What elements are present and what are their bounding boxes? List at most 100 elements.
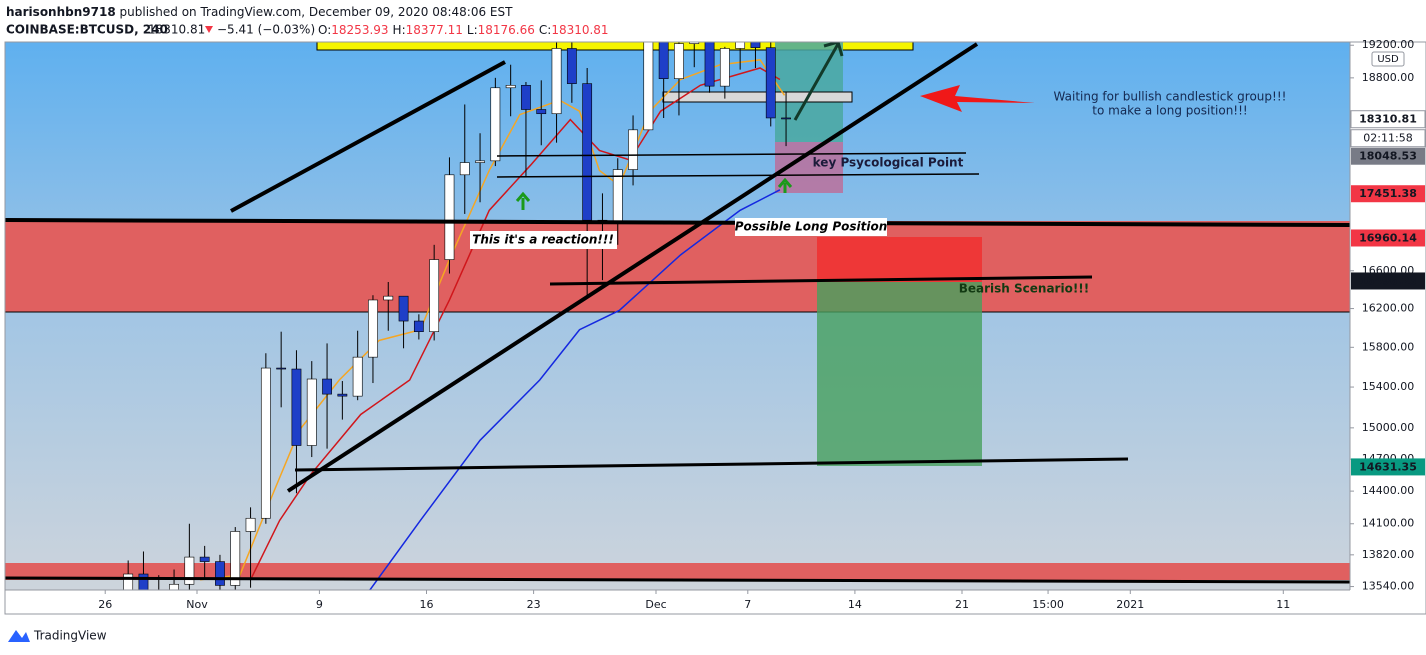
zone [5, 221, 1350, 312]
candle-body [291, 368, 302, 446]
x-tick-label: Nov [186, 598, 208, 611]
x-tick-label: 14 [848, 598, 862, 611]
candle-body [184, 556, 195, 585]
zone [5, 563, 1350, 580]
candle-body [735, 42, 746, 49]
candle-body [398, 295, 409, 322]
trend-line [549, 275, 1093, 286]
candle-body [704, 42, 715, 87]
published: published on TradingView.com, December 0… [120, 5, 514, 19]
candle-body [260, 367, 271, 519]
x-tick-label: 11 [1276, 598, 1290, 611]
trend-line [294, 457, 1129, 472]
target-box [817, 282, 982, 466]
candle-body [123, 573, 134, 590]
ohlc-value: 18253.93 [331, 23, 388, 37]
candle-body [689, 42, 700, 44]
header: harisonhbn9718 published on TradingView.… [6, 5, 513, 19]
price-label: 16960.14 [1359, 231, 1417, 244]
price-label-box [1351, 185, 1425, 203]
candle-body [444, 174, 455, 260]
y-tick-label: 15400.00 [1362, 380, 1415, 393]
arrow [793, 42, 844, 121]
candle-body [566, 48, 577, 84]
x-tick-label: 9 [316, 598, 323, 611]
moving-average [249, 67, 781, 581]
y-tick-label: 16200.00 [1362, 302, 1415, 315]
countdown: 02:11:58 [1363, 132, 1412, 145]
x-tick-label: 26 [98, 598, 112, 611]
annotation: Possible Long Position [735, 220, 888, 234]
moving-average [369, 189, 781, 590]
candle-body [750, 42, 761, 48]
candle-body [337, 393, 348, 397]
price-label-box [1351, 229, 1425, 247]
annotation: key Psycological Point [813, 156, 964, 170]
candle-body [276, 367, 287, 370]
x-tick-label: 23 [527, 598, 541, 611]
candle-body [719, 48, 730, 87]
x-tick-label: 16 [420, 598, 434, 611]
price-label: 14631.35 [1359, 460, 1417, 473]
y-tick-label: 14100.00 [1362, 517, 1415, 530]
candle-body [459, 162, 470, 176]
price-label-box [1351, 272, 1425, 290]
y-tick-label: 13540.00 [1362, 580, 1415, 593]
price-label-box [1350, 110, 1426, 129]
candle-body [674, 43, 684, 79]
price-label-box [1351, 458, 1425, 476]
trend-line [230, 60, 506, 213]
y-tick-label: 15000.00 [1362, 421, 1415, 434]
ohlc-text: O:18253.93 H:18377.11 L:18176.66 C:18310.81 [318, 23, 609, 37]
x-tick-label: 21 [955, 598, 969, 611]
candle-body [215, 561, 225, 586]
ohlc-value: 18377.11 [406, 23, 463, 37]
candle-body [108, 641, 117, 646]
y-tick-label: 19200.00 [1362, 38, 1415, 51]
trend-line [286, 42, 979, 493]
candle-body [582, 83, 593, 221]
price-label-box [1351, 147, 1425, 165]
price-label: 18310.81 [1359, 113, 1417, 126]
ohlc-label: H: [393, 23, 406, 37]
currency: USD [1377, 54, 1399, 65]
frame [4, 41, 1426, 615]
candle-body [368, 299, 378, 358]
trend-line [5, 218, 1350, 227]
x-tick-label: 2021 [1116, 598, 1144, 611]
annotation: Bearish Scenario!!! [959, 282, 1090, 296]
change: −5.41 (−0.03%) [217, 23, 315, 37]
x-tick-label: 15:00 [1032, 598, 1064, 611]
x-tick-label: 7 [744, 598, 751, 611]
annotation: to make a long position!!! [1092, 104, 1247, 118]
y-tick-label: 13820.00 [1362, 548, 1415, 561]
candle-body [306, 378, 317, 446]
price-label: 18048.53 [1359, 150, 1417, 163]
candle-body [429, 259, 440, 332]
candle-body [245, 517, 256, 532]
trend-lines [5, 42, 1350, 584]
up-arrow [515, 191, 531, 210]
y-tick-label: 18800.00 [1362, 71, 1415, 84]
candle-body [521, 84, 531, 110]
currency-box [1371, 51, 1405, 67]
candle-body [612, 169, 623, 222]
x-tick-label: Dec [645, 598, 666, 611]
candle-body [628, 129, 638, 170]
stop-box [817, 237, 982, 282]
candle-body [383, 295, 394, 301]
trend-line [496, 152, 967, 157]
annotation: Waiting for bullish candlestick group!!! [1054, 90, 1287, 104]
candle-body [551, 48, 562, 115]
last-price: 18310.81 [148, 23, 205, 37]
price-label: 17451.38 [1359, 187, 1417, 200]
axes: 19200.0018800.0016600.0016200.0015800.00… [98, 38, 1426, 611]
price-label: 16496.23 [1359, 274, 1417, 287]
candle-body [505, 84, 516, 89]
y-tick-label: 14400.00 [1362, 484, 1415, 497]
candle-body [199, 556, 210, 562]
candle-body [765, 47, 776, 119]
countdown-box [1350, 129, 1426, 148]
candle-body [490, 87, 501, 162]
